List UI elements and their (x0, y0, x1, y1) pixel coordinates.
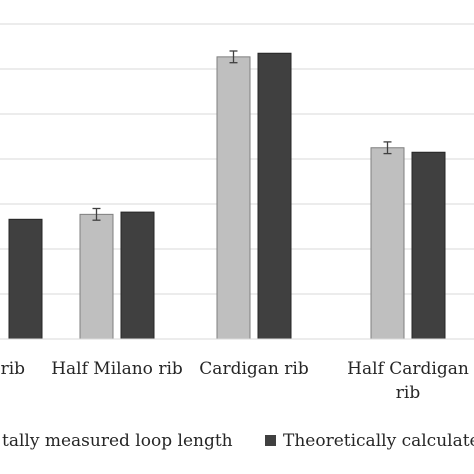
x-tick-label-0: o rib (0, 359, 25, 379)
error-bars (92, 50, 392, 221)
x-tick-label-3-line2: rib (396, 383, 421, 403)
bar-series2-3 (411, 151, 446, 340)
bar-series1-1 (79, 213, 114, 340)
legend: tally measured loop length Theoretically … (2, 431, 474, 451)
x-tick-label-2: Cardigan rib (199, 359, 309, 379)
error-bar-series1-3 (383, 141, 392, 155)
x-tick-label-1: Half Milano rib (51, 359, 183, 379)
error-bar-series1-1 (92, 207, 101, 221)
bar-series1-3 (370, 147, 405, 340)
x-tick-label-3: Half Cardigan (347, 359, 469, 379)
bar-series2-1 (120, 211, 155, 340)
bars (8, 52, 446, 340)
bar-series2-0 (8, 218, 43, 340)
error-bar-series1-2 (229, 50, 238, 64)
bar-series1-2 (216, 56, 251, 340)
legend-swatch-series2 (265, 435, 276, 446)
legend-label-series1: tally measured loop length (2, 431, 233, 451)
x-tick-labels: o rib Half Milano rib Cardigan rib Half Car… (0, 359, 469, 403)
bar-series2-2 (257, 52, 292, 340)
legend-label-series2: Theoretically calculate (283, 431, 474, 451)
